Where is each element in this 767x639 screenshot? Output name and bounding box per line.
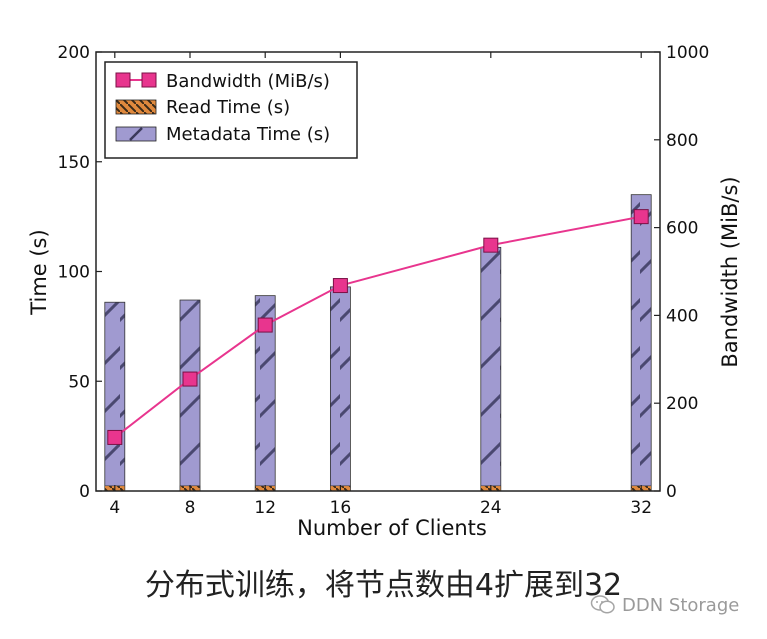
legend: Bandwidth (MiB/s) Read Time (s) Metadata… xyxy=(104,61,358,159)
legend-bandwidth-marker xyxy=(115,72,131,88)
bandwidth-point xyxy=(332,278,348,294)
x-tick-label: 24 xyxy=(480,498,502,518)
metadata-time-bar xyxy=(104,301,126,492)
bandwidth-point xyxy=(633,209,649,225)
bandwidth-line xyxy=(114,215,642,439)
y-right-tick-label: 0 xyxy=(666,482,677,502)
y-left-tick-label: 50 xyxy=(68,372,90,392)
legend-bandwidth-label: Bandwidth (MiB/s) xyxy=(166,71,330,92)
legend-read-time: Read Time (s) xyxy=(115,97,290,118)
legend-metadata-time: Metadata Time (s) xyxy=(115,124,330,145)
legend-bandwidth-marker xyxy=(141,72,157,88)
y-right-tick-label: 400 xyxy=(666,306,698,326)
y-axis-right-label: Bandwidth (MiB/s) xyxy=(718,176,742,367)
y-left-tick-label: 150 xyxy=(58,153,90,173)
legend-bandwidth: Bandwidth (MiB/s) xyxy=(115,71,330,92)
y-left-tick-label: 200 xyxy=(58,43,90,63)
x-tick-label: 8 xyxy=(185,498,196,518)
legend-read-swatch xyxy=(115,99,157,115)
y-right-tick-label: 800 xyxy=(666,131,698,151)
bandwidth-point xyxy=(483,237,499,253)
y-left-tick-label: 0 xyxy=(79,482,90,502)
x-tick-label: 16 xyxy=(330,498,352,518)
legend-read-label: Read Time (s) xyxy=(166,97,290,118)
watermark-text: DDN Storage xyxy=(622,594,740,616)
x-tick-label: 4 xyxy=(109,498,120,518)
metadata-time-bar xyxy=(630,194,652,492)
y-right-tick-label: 600 xyxy=(666,219,698,239)
metadata-time-bar xyxy=(179,299,201,492)
y-right-tick-label: 1000 xyxy=(666,43,709,63)
y-left-tick-label: 100 xyxy=(58,263,90,283)
watermark: DDN Storage xyxy=(590,590,739,620)
chart: 4 8 12 16 24 3205010015020002004006008001000 … xyxy=(27,43,742,540)
metadata-time-bar xyxy=(329,286,351,492)
bandwidth-point xyxy=(257,317,273,333)
plot-area: 4 8 12 16 24 32 0 50 100 150 200 0 200 400 600 800 1000 xyxy=(58,43,710,518)
bandwidth-point xyxy=(107,429,123,445)
y-axis-left-label: Time (s) xyxy=(27,229,51,315)
bandwidth-point xyxy=(182,371,198,387)
x-axis-label: Number of Clients xyxy=(297,516,487,540)
caption: 分布式训练，将节点数由4扩展到32 xyxy=(144,568,623,603)
metadata-time-bar xyxy=(480,246,502,492)
x-tick-label: 12 xyxy=(254,498,276,518)
y-right-tick-label: 200 xyxy=(666,394,698,414)
chat-bubbles-icon xyxy=(590,595,615,614)
x-tick-label: 32 xyxy=(630,498,652,518)
legend-metadata-label: Metadata Time (s) xyxy=(166,124,330,145)
